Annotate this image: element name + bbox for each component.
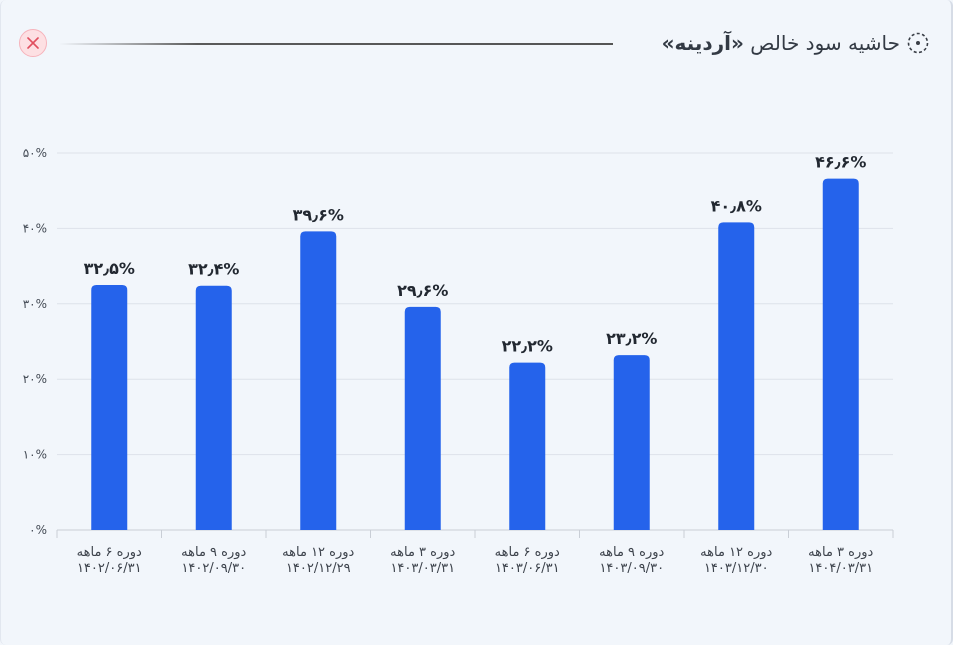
data-label: ۲۳٫۲% xyxy=(606,329,657,348)
x-tick-label-date: ۱۴۰۳/۰۳/۳۱ xyxy=(390,561,455,576)
x-tick-label: دوره ۱۲ ماهه xyxy=(700,545,772,560)
bar xyxy=(718,222,755,531)
x-tick-label-date: ۱۴۰۴/۰۳/۳۱ xyxy=(808,561,873,576)
bar xyxy=(300,231,337,530)
x-tick-label: دوره ۳ ماهه xyxy=(390,545,455,560)
page-title: حاشیه سود خالص «آردینه» xyxy=(662,31,900,55)
y-tick-label: ۰% xyxy=(29,523,47,537)
x-tick-label: دوره ۹ ماهه xyxy=(599,545,664,560)
x-tick-label-date: ۱۴۰۳/۰۹/۳۰ xyxy=(599,561,664,576)
x-tick-label-date: ۱۴۰۲/۰۹/۳۰ xyxy=(181,561,246,576)
close-button[interactable] xyxy=(19,29,47,57)
x-tick-label: دوره ۳ ماهه xyxy=(808,545,873,560)
x-tick-label: دوره ۶ ماهه xyxy=(77,545,142,560)
title-symbol: «آردینه» xyxy=(661,31,744,55)
data-label: ۴۰٫۸% xyxy=(711,196,762,215)
y-tick-label: ۴۰% xyxy=(23,221,47,235)
data-label: ۲۲٫۲% xyxy=(502,337,553,356)
dialog-header: حاشیه سود خالص «آردینه» xyxy=(1,0,953,88)
y-tick-label: ۵۰% xyxy=(23,146,47,160)
bar xyxy=(509,362,546,530)
data-label: ۳۲٫۵% xyxy=(84,259,135,278)
bar xyxy=(195,285,232,530)
y-tick-label: ۱۰% xyxy=(23,448,47,462)
x-tick-label: دوره ۹ ماهه xyxy=(181,545,246,560)
title-prefix: حاشیه سود خالص xyxy=(750,31,900,55)
header-divider xyxy=(59,43,613,45)
y-tick-label: ۳۰% xyxy=(23,297,47,311)
x-tick-label-date: ۱۴۰۲/۱۲/۲۹ xyxy=(286,561,351,576)
x-tick-label: دوره ۱۲ ماهه xyxy=(282,545,354,560)
dashed-circle-dot-icon xyxy=(907,32,929,54)
x-tick-label: دوره ۶ ماهه xyxy=(495,545,560,560)
data-label: ۳۹٫۶% xyxy=(293,205,344,224)
bar xyxy=(822,178,859,531)
close-x-icon xyxy=(27,37,39,49)
x-tick-label-date: ۱۴۰۳/۰۶/۳۱ xyxy=(495,561,560,576)
bar xyxy=(404,306,441,530)
x-tick-label-date: ۱۴۰۲/۰۶/۳۱ xyxy=(77,561,142,576)
data-label: ۳۲٫۴% xyxy=(188,260,239,279)
x-tick-label-date: ۱۴۰۳/۱۲/۳۰ xyxy=(704,561,769,576)
title-group: حاشیه سود خالص «آردینه» xyxy=(662,28,930,58)
bar xyxy=(91,284,128,530)
data-label: ۴۶٫۶% xyxy=(815,153,866,172)
data-label: ۲۹٫۶% xyxy=(397,281,448,300)
bar xyxy=(613,355,650,530)
y-tick-label: ۲۰% xyxy=(23,372,47,386)
